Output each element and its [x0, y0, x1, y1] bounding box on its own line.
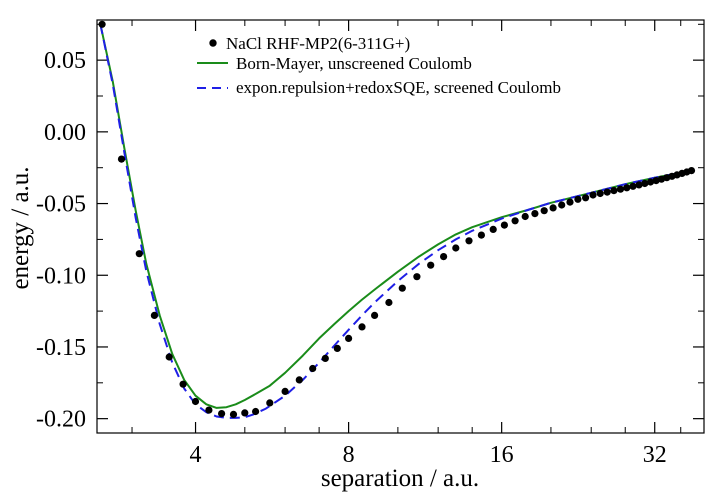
data-point	[616, 185, 625, 193]
data-point	[117, 155, 126, 163]
y-axis-label: energy / a.u.	[7, 166, 34, 289]
data-point	[596, 189, 604, 198]
y-tick-label: -0.20	[36, 407, 86, 433]
x-tick-label: 4	[190, 442, 202, 468]
data-point	[135, 250, 143, 258]
data-point	[333, 344, 341, 352]
y-tick-label: -0.05	[36, 192, 86, 218]
legend-label-expon: expon.repulsion+redoxSQE, screened Coulo…	[236, 78, 561, 97]
data-point	[646, 178, 655, 186]
y-tick-label: -0.10	[36, 263, 86, 289]
data-point	[574, 195, 582, 203]
legend-label-born-mayer: Born-Mayer, unscreened Coulomb	[236, 54, 472, 73]
x-axis-label: separation / a.u.	[321, 465, 479, 492]
data-point	[205, 406, 213, 414]
data-point	[281, 387, 289, 395]
data-point	[629, 182, 637, 190]
legend: NaCl RHF-MP2(6-311G+) Born-Mayer, unscre…	[197, 34, 561, 97]
data-point	[521, 212, 529, 221]
data-point	[229, 410, 238, 418]
data-point	[413, 273, 421, 281]
data-point	[218, 410, 226, 418]
data-point	[589, 191, 597, 199]
data-point	[252, 407, 260, 416]
data-point	[452, 244, 460, 252]
data-point	[150, 311, 158, 319]
data-point	[610, 187, 618, 195]
series-layer	[98, 20, 696, 419]
data-point	[385, 298, 393, 307]
data-point	[179, 380, 187, 388]
legend-label-points: NaCl RHF-MP2(6-311G+)	[226, 34, 410, 53]
data-point	[309, 364, 317, 373]
data-point	[241, 409, 249, 417]
data-point	[191, 397, 200, 406]
data-point	[266, 399, 274, 407]
data-point	[321, 354, 329, 362]
data-point	[511, 217, 519, 225]
x-tick-label: 16	[490, 442, 514, 468]
data-point	[489, 225, 497, 233]
y-tick-label: 0.00	[44, 120, 86, 146]
data-point	[641, 179, 649, 188]
data-point	[566, 198, 574, 206]
data-point	[98, 20, 106, 28]
x-tick-label: 8	[343, 442, 355, 468]
data-point	[582, 194, 590, 202]
data-point	[652, 177, 660, 185]
legend-points-marker	[209, 39, 217, 47]
y-axis-ticks: -0.20 -0.15 -0.10 -0.05 0.00 0.05	[36, 23, 704, 433]
data-point	[531, 210, 539, 218]
data-point	[358, 323, 366, 331]
data-point	[427, 261, 435, 269]
data-point	[623, 184, 631, 192]
data-point	[540, 207, 548, 215]
y-tick-label: -0.15	[36, 335, 86, 361]
data-point	[687, 167, 696, 175]
data-point	[603, 188, 611, 196]
data-point	[371, 311, 379, 319]
data-point	[398, 284, 406, 292]
plot-frame	[96, 19, 705, 434]
x-axis-ticks: 4 8 16 32	[131, 20, 682, 468]
data-point	[295, 376, 303, 384]
data-point	[477, 231, 485, 239]
y-tick-label: 0.05	[44, 48, 86, 74]
data-point	[165, 353, 173, 361]
data-point	[345, 334, 353, 342]
x-tick-label: 32	[643, 442, 667, 468]
data-point	[500, 221, 508, 229]
data-point	[549, 204, 557, 212]
data-point	[465, 237, 473, 245]
data-point	[440, 253, 448, 261]
data-point	[558, 201, 566, 209]
data-point	[635, 181, 643, 189]
